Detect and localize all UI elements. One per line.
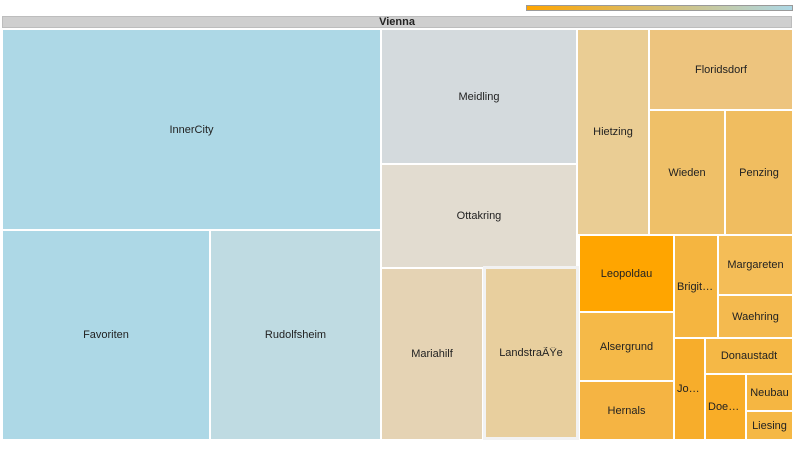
- treemap-cell-label: Wieden: [668, 166, 706, 179]
- treemap-cell-hernals[interactable]: Hernals: [579, 381, 674, 440]
- treemap-cell-liesing[interactable]: Liesing: [746, 411, 793, 440]
- treemap-cell-label: Leopoldau: [600, 267, 653, 280]
- treemap-cell-mariahilf[interactable]: Mariahilf: [381, 268, 483, 440]
- treemap-cell-margareten[interactable]: Margareten: [718, 235, 793, 295]
- treemap-cell-ottakring[interactable]: Ottakring: [381, 164, 577, 268]
- treemap-cell-hietzing[interactable]: Hietzing: [577, 29, 649, 235]
- treemap-cell-brigittenau[interactable]: Brigitte...: [674, 235, 718, 338]
- treemap-cell-donaustadt[interactable]: Donaustadt: [705, 338, 793, 374]
- treemap-cell-rudolfsheim[interactable]: Rudolfsheim: [210, 230, 381, 440]
- treemap-cell-meidling[interactable]: Meidling: [381, 29, 577, 164]
- treemap-cell-label: Donaustadt: [720, 350, 778, 362]
- treemap-cell-label: Hernals: [607, 404, 646, 417]
- treemap-cell-label: Jos...: [677, 383, 704, 395]
- treemap-cell-label: InnerCity: [169, 123, 214, 136]
- color-scale-legend: [526, 5, 793, 11]
- treemap-cell-floridsdorf[interactable]: Floridsdorf: [649, 29, 793, 110]
- treemap-cell-label: Meidling: [458, 90, 500, 103]
- treemap-cell-label: Margareten: [727, 259, 784, 271]
- treemap-cell-label: Brigitte...: [677, 280, 717, 293]
- treemap-cell-label: Ottakring: [456, 210, 502, 222]
- treemap-cell-label: Liesing: [752, 419, 787, 432]
- treemap-cell-label: Waehring: [732, 310, 779, 323]
- treemap-cell-josefstadt[interactable]: Jos...: [674, 338, 705, 440]
- treemap-cell-label: Doebl...: [708, 401, 745, 413]
- treemap-cell-label: Penzing: [739, 166, 779, 179]
- treemap-cell-label: Alsergrund: [599, 340, 654, 353]
- treemap-cell-landstra-e[interactable]: LandstraÃŸe: [483, 266, 579, 440]
- treemap-cell-doebling[interactable]: Doebl...: [705, 374, 746, 440]
- treemap-root-header[interactable]: Vienna: [2, 16, 792, 28]
- treemap-cell-label: Neubau: [750, 386, 789, 399]
- treemap-cell-leopoldau[interactable]: Leopoldau: [579, 235, 674, 312]
- treemap-cell-label: LandstraÃŸe: [499, 347, 563, 359]
- treemap-cell-label: Hietzing: [593, 126, 633, 138]
- treemap-cell-innercity[interactable]: InnerCity: [2, 29, 381, 230]
- treemap-cell-label: Favoriten: [83, 329, 129, 341]
- treemap-cell-wieden[interactable]: Wieden: [649, 110, 725, 235]
- treemap-cell-label: Floridsdorf: [695, 63, 747, 76]
- treemap-cell-label: Mariahilf: [411, 348, 453, 360]
- treemap-cell-alsergrund[interactable]: Alsergrund: [579, 312, 674, 381]
- treemap-cell-favoriten[interactable]: Favoriten: [2, 230, 210, 440]
- treemap-cell-neubau[interactable]: Neubau: [746, 374, 793, 411]
- treemap-cell-penzing[interactable]: Penzing: [725, 110, 793, 235]
- treemap-cell-waehring[interactable]: Waehring: [718, 295, 793, 338]
- treemap-cell-label: Rudolfsheim: [264, 329, 327, 341]
